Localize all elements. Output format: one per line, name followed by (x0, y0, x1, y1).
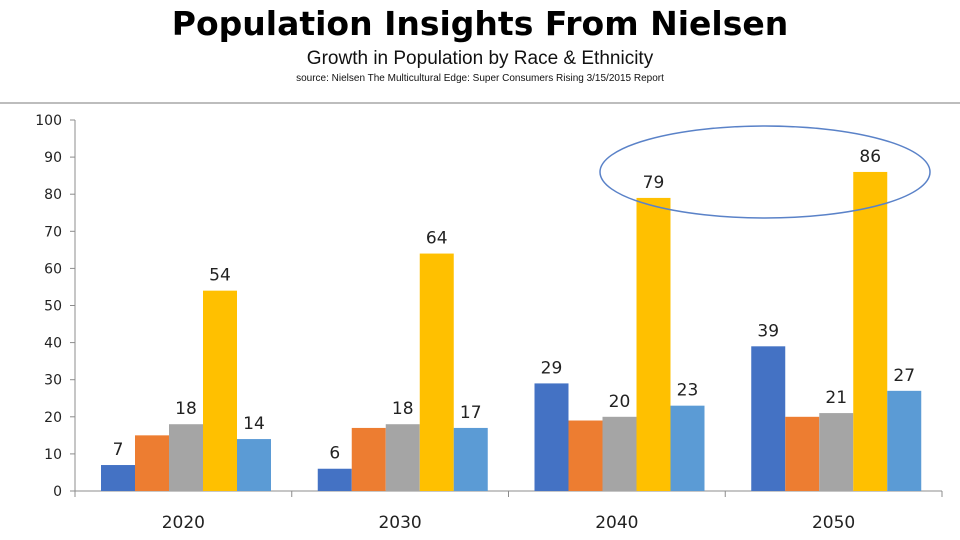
data-label: 29 (541, 358, 563, 378)
data-label: 7 (113, 440, 124, 460)
y-tick-label: 80 (44, 187, 62, 203)
bar (785, 416, 820, 491)
bar (534, 383, 569, 491)
page-title: Population Insights From Nielsen (171, 4, 789, 43)
x-tick-label: 2020 (162, 513, 205, 533)
data-label: 6 (329, 444, 340, 464)
data-label: 54 (209, 266, 231, 286)
bar (317, 468, 352, 491)
page-subtitle: Growth in Population by Race & Ethnicity (306, 48, 654, 69)
data-label: 79 (643, 173, 665, 193)
data-label: 27 (893, 366, 915, 386)
bar (169, 424, 203, 491)
data-label: 21 (825, 388, 847, 408)
y-tick-label: 70 (44, 224, 62, 240)
chart-annotation (599, 125, 931, 219)
data-label: 14 (243, 414, 265, 434)
bar (751, 346, 786, 491)
bar (101, 465, 135, 491)
bar (853, 171, 888, 491)
y-tick-label: 50 (44, 299, 62, 315)
bar (636, 197, 671, 491)
y-tick-label: 40 (44, 336, 62, 352)
y-tick-label: 60 (44, 261, 62, 277)
data-label: 86 (859, 147, 881, 167)
chart-bars (101, 171, 922, 491)
x-tick-label: 2050 (812, 513, 855, 533)
bar (351, 427, 386, 491)
bar (568, 420, 603, 491)
bar (887, 390, 922, 491)
bar (203, 290, 237, 491)
highlight-ellipse (599, 125, 931, 219)
y-tick-label: 100 (35, 113, 62, 129)
bar (385, 424, 420, 491)
y-tick-label: 20 (44, 410, 62, 426)
data-label: 17 (460, 403, 482, 423)
bar (419, 253, 454, 491)
source-note: source: Nielsen The Multicultural Edge: … (296, 73, 664, 84)
bar (135, 435, 169, 491)
bar (237, 439, 271, 491)
bar (819, 413, 854, 491)
data-label: 64 (426, 229, 448, 249)
x-tick-label: 2040 (595, 513, 638, 533)
data-label: 20 (609, 392, 631, 412)
y-tick-label: 0 (53, 484, 62, 500)
y-tick-label: 30 (44, 373, 62, 389)
bar (453, 427, 488, 491)
y-tick-label: 90 (44, 150, 62, 166)
y-tick-label: 10 (44, 447, 62, 463)
data-label: 23 (677, 381, 699, 401)
data-label: 18 (392, 399, 414, 419)
bar (670, 405, 705, 491)
header-divider (0, 102, 960, 104)
x-tick-label: 2030 (378, 513, 421, 533)
data-label: 39 (757, 321, 779, 341)
data-label: 18 (175, 399, 197, 419)
bar (602, 416, 637, 491)
chart-data-labels: 7 18 54 14 6 18 64 17 29 20 79 23 39 21 86 27 (113, 147, 915, 464)
